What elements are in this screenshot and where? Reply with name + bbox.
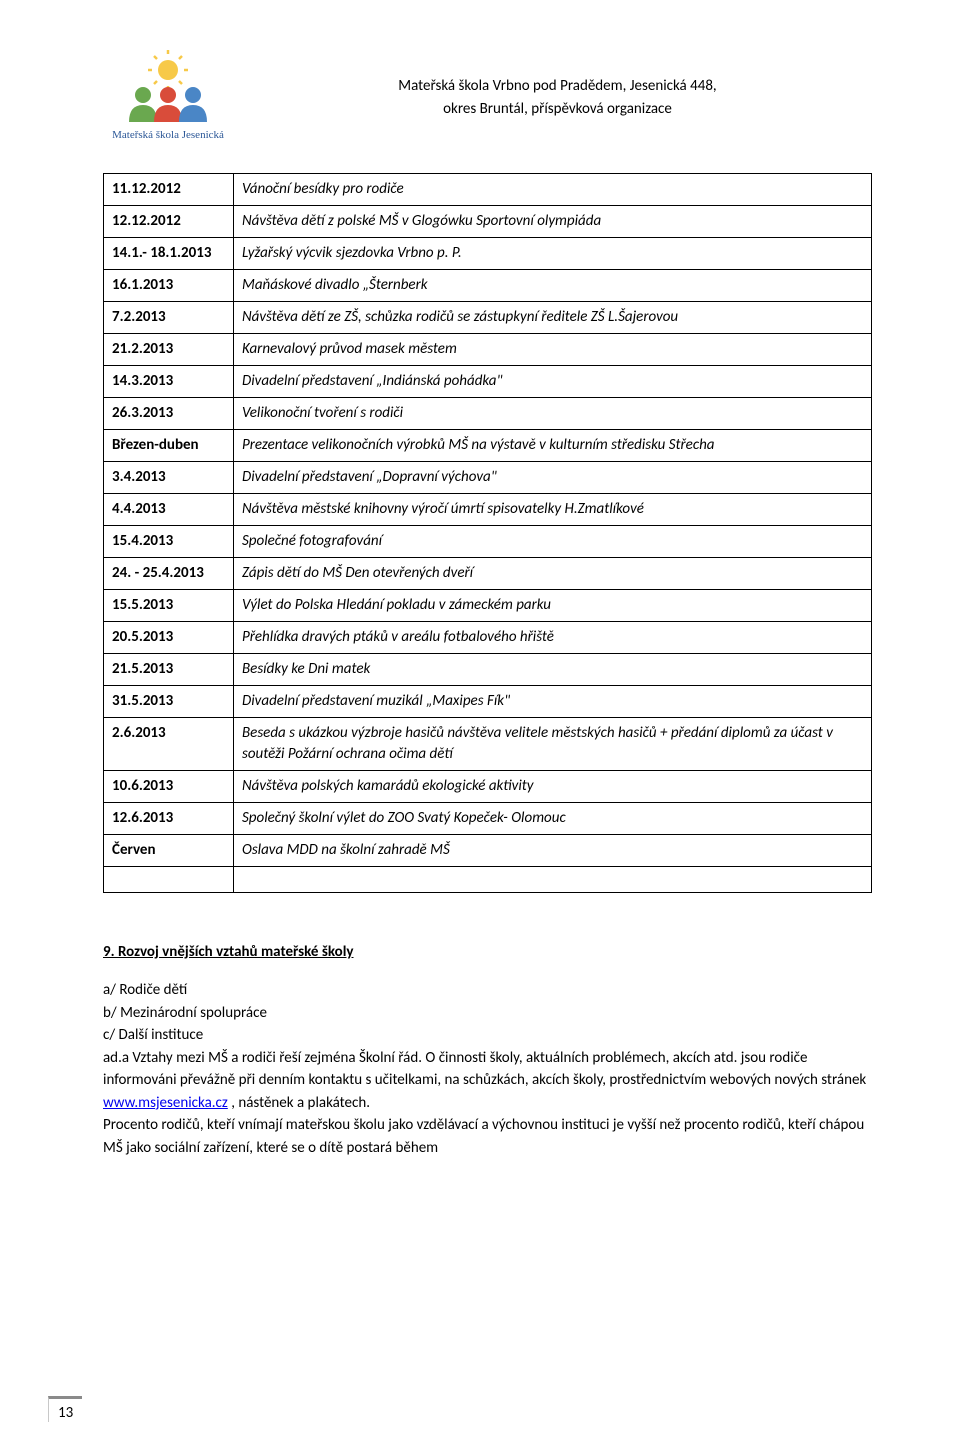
header-line-1: Mateřská škola Vrbno pod Pradědem, Jesen… (243, 75, 872, 98)
desc-cell: Beseda s ukázkou výzbroje hasičů návštěv… (234, 718, 872, 771)
desc-cell: Společné fotografování (234, 526, 872, 558)
para1-pre: ad.a Vztahy mezi MŠ a rodiči řeší zejmén… (103, 1049, 866, 1090)
table-row: 16.1.2013Maňáskové divadlo „Šternberk (104, 270, 872, 302)
desc-cell: Návštěva polských kamarádů ekologické ak… (234, 771, 872, 803)
table-row: 11.12.2012Vánoční besídky pro rodiče (104, 174, 872, 206)
date-cell: 11.12.2012 (104, 174, 234, 206)
table-row: 7.2.2013Návštěva dětí ze ZŠ, schůzka rod… (104, 302, 872, 334)
logo-caption: Mateřská škola Jesenická (112, 129, 224, 141)
desc-cell: Oslava MDD na školní zahradě MŠ (234, 835, 872, 867)
table-row: 3.4.2013Divadelní představení „Dopravní … (104, 462, 872, 494)
desc-cell: Divadelní představení muzikál „Maxipes F… (234, 686, 872, 718)
page-number: 13 (48, 1396, 82, 1422)
table-row: 4.4.2013Návštěva městské knihovny výročí… (104, 494, 872, 526)
paragraph-1: ad.a Vztahy mezi MŠ a rodiči řeší zejmén… (103, 1047, 872, 1115)
date-cell: 2.6.2013 (104, 718, 234, 771)
desc-cell: Prezentace velikonočních výrobků MŠ na v… (234, 430, 872, 462)
desc-cell: Výlet do Polska Hledání pokladu v zámeck… (234, 590, 872, 622)
date-cell: 26.3.2013 (104, 398, 234, 430)
desc-cell: Společný školní výlet do ZOO Svatý Kopeč… (234, 803, 872, 835)
list-item-a: a/ Rodiče dětí (103, 979, 872, 1002)
desc-cell: Divadelní představení „Dopravní výchova" (234, 462, 872, 494)
table-row-empty (104, 867, 872, 893)
table-row: 12.6.2013Společný školní výlet do ZOO Sv… (104, 803, 872, 835)
paragraph-2: Procento rodičů, kteří vnímají mateřskou… (103, 1114, 872, 1159)
table-row: 2.6.2013Beseda s ukázkou výzbroje hasičů… (104, 718, 872, 771)
table-row: 15.5.2013Výlet do Polska Hledání pokladu… (104, 590, 872, 622)
list-item-c: c/ Další instituce (103, 1024, 872, 1047)
table-row: 31.5.2013Divadelní představení muzikál „… (104, 686, 872, 718)
desc-cell: Maňáskové divadlo „Šternberk (234, 270, 872, 302)
desc-cell: Besídky ke Dni matek (234, 654, 872, 686)
date-cell: 7.2.2013 (104, 302, 234, 334)
desc-cell: Přehlídka dravých ptáků v areálu fotbalo… (234, 622, 872, 654)
date-cell: 24. - 25.4.2013 (104, 558, 234, 590)
table-row: 14.1.- 18.1.2013Lyžařský výcvik sjezdovk… (104, 238, 872, 270)
date-cell: 4.4.2013 (104, 494, 234, 526)
table-row: 12.12.2012Návštěva dětí z polské MŠ v Gl… (104, 206, 872, 238)
desc-cell: Návštěva městské knihovny výročí úmrtí s… (234, 494, 872, 526)
desc-cell (234, 867, 872, 893)
desc-cell: Vánoční besídky pro rodiče (234, 174, 872, 206)
table-row: 24. - 25.4.2013Zápis dětí do MŠ Den otev… (104, 558, 872, 590)
section-body: a/ Rodiče dětí b/ Mezinárodní spolupráce… (103, 979, 872, 1159)
events-table: 11.12.2012Vánoční besídky pro rodiče12.1… (103, 173, 872, 893)
table-row: 15.4.2013Společné fotografování (104, 526, 872, 558)
date-cell: 31.5.2013 (104, 686, 234, 718)
section-heading: 9. Rozvoj vnějších vztahů mateřské školy (103, 943, 872, 961)
header-title: Mateřská škola Vrbno pod Pradědem, Jesen… (243, 75, 872, 120)
date-cell: 14.3.2013 (104, 366, 234, 398)
desc-cell: Zápis dětí do MŠ Den otevřených dveří (234, 558, 872, 590)
date-cell: Červen (104, 835, 234, 867)
date-cell: 21.5.2013 (104, 654, 234, 686)
desc-cell: Karnevalový průvod masek městem (234, 334, 872, 366)
date-cell: Březen-duben (104, 430, 234, 462)
header-line-2: okres Bruntál, příspěvková organizace (243, 98, 872, 121)
date-cell: 15.5.2013 (104, 590, 234, 622)
date-cell: 15.4.2013 (104, 526, 234, 558)
website-link[interactable]: www.msjesenicka.cz (103, 1094, 228, 1112)
desc-cell: Návštěva dětí z polské MŠ v Glogówku Spo… (234, 206, 872, 238)
date-cell: 16.1.2013 (104, 270, 234, 302)
table-row: ČervenOslava MDD na školní zahradě MŠ (104, 835, 872, 867)
desc-cell: Lyžařský výcvik sjezdovka Vrbno p. P. (234, 238, 872, 270)
page-header: Mateřská škola Jesenická Mateřská škola … (103, 50, 872, 145)
table-row: 26.3.2013Velikonoční tvoření s rodiči (104, 398, 872, 430)
date-cell (104, 867, 234, 893)
table-row: 20.5.2013Přehlídka dravých ptáků v areál… (104, 622, 872, 654)
date-cell: 12.6.2013 (104, 803, 234, 835)
para1-post: , nástěnek a plakátech. (228, 1094, 370, 1112)
desc-cell: Divadelní představení „Indiánská pohádka… (234, 366, 872, 398)
table-row: 14.3.2013Divadelní představení „Indiánsk… (104, 366, 872, 398)
desc-cell: Velikonoční tvoření s rodiči (234, 398, 872, 430)
school-logo: Mateřská škola Jesenická (103, 50, 233, 145)
date-cell: 20.5.2013 (104, 622, 234, 654)
date-cell: 3.4.2013 (104, 462, 234, 494)
date-cell: 10.6.2013 (104, 771, 234, 803)
list-item-b: b/ Mezinárodní spolupráce (103, 1002, 872, 1025)
date-cell: 12.12.2012 (104, 206, 234, 238)
table-row: 21.2.2013Karnevalový průvod masek městem (104, 334, 872, 366)
date-cell: 21.2.2013 (104, 334, 234, 366)
desc-cell: Návštěva dětí ze ZŠ, schůzka rodičů se z… (234, 302, 872, 334)
table-row: Březen-dubenPrezentace velikonočních výr… (104, 430, 872, 462)
date-cell: 14.1.- 18.1.2013 (104, 238, 234, 270)
table-row: 10.6.2013Návštěva polských kamarádů ekol… (104, 771, 872, 803)
table-row: 21.5.2013Besídky ke Dni matek (104, 654, 872, 686)
